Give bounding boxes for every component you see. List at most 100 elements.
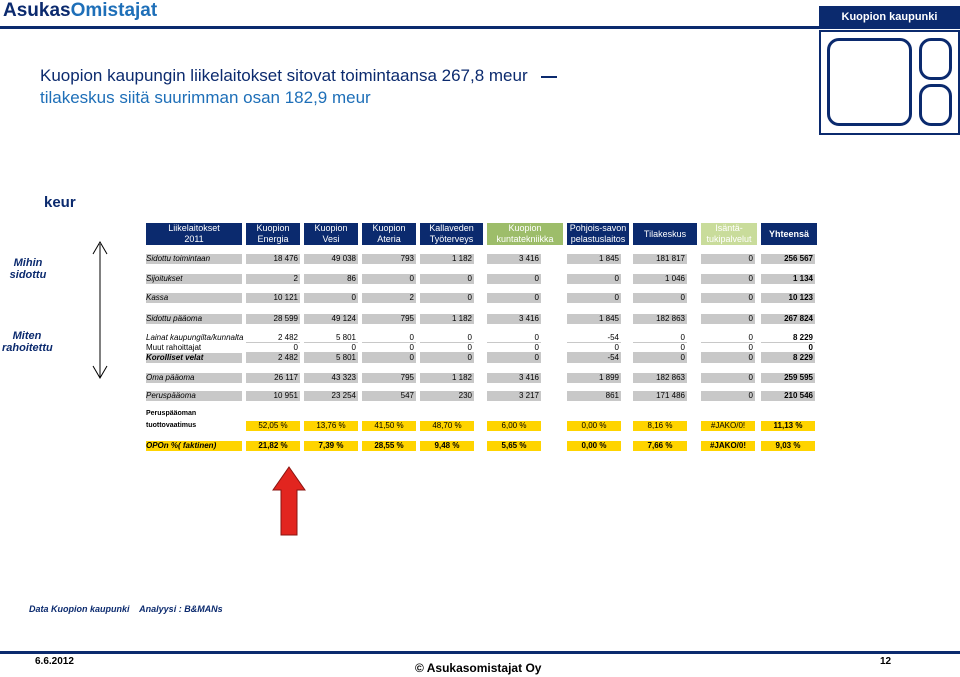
cell-tuotto-1: 13,76 % — [304, 421, 358, 431]
cell-kassa-0: 10 121 — [246, 293, 300, 303]
row-label-sidottu_toimintaan: Sidottu toimintaan — [146, 254, 211, 263]
cell-sidottu_toimintaan-6: 181 817 — [633, 254, 687, 264]
cell-sidottu_paaoma-6: 182 863 — [633, 314, 687, 324]
cell-korolliset-5: -54 — [567, 353, 621, 363]
cell-kassa-3: 0 — [420, 293, 474, 303]
cell-oma_paaoma-6: 182 863 — [633, 373, 687, 383]
col-header-yhteensa: Yhteensä — [761, 223, 817, 245]
cell-sidottu_paaoma-5: 1 845 — [567, 314, 621, 324]
cell-sidottu_paaoma-1: 49 124 — [304, 314, 358, 324]
cell-korolliset-0: 2 482 — [246, 353, 300, 363]
cell-sijoitukset-0: 2 — [246, 274, 300, 284]
cell-sidottu_toimintaan-1: 49 038 — [304, 254, 358, 264]
page-title-line2: tilakeskus siitä suurimman osan 182,9 me… — [40, 88, 371, 107]
cell-peruspaaoma-8: 210 546 — [761, 391, 815, 401]
cell-sidottu_toimintaan-2: 793 — [362, 254, 416, 264]
logo-graphic — [819, 30, 960, 135]
footer-divider — [0, 651, 960, 654]
row-label-kassa: Kassa — [146, 293, 169, 302]
cell-opon-4: 5,65 % — [487, 441, 541, 451]
logo-shape-bottom — [919, 84, 952, 126]
cell-sidottu_paaoma-3: 1 182 — [420, 314, 474, 324]
cell-lainat-4: 0 — [487, 333, 541, 343]
cell-kassa-4: 0 — [487, 293, 541, 303]
row-label-oma_paaoma: Oma pääoma — [146, 373, 195, 382]
cell-muut-3: 0 — [420, 343, 474, 353]
unit-label: keur — [44, 194, 76, 211]
row-label-muut: Muut rahoittajat — [146, 343, 202, 352]
cell-lainat-8: 8 229 — [761, 333, 815, 343]
cell-muut-2: 0 — [362, 343, 416, 353]
cell-peruspaaoma-3: 230 — [420, 391, 474, 401]
cell-oma_paaoma-2: 795 — [362, 373, 416, 383]
cell-tuotto-8: 11,13 % — [761, 421, 815, 431]
side-label-mihin: Mihin sidottu — [9, 257, 47, 281]
cell-lainat-6: 0 — [633, 333, 687, 343]
red-up-arrow-icon — [272, 466, 306, 536]
cell-korolliset-3: 0 — [420, 353, 474, 363]
cell-oma_paaoma-1: 43 323 — [304, 373, 358, 383]
cell-peruspaaoma-1: 23 254 — [304, 391, 358, 401]
cell-peruspaaoma-4: 3 217 — [487, 391, 541, 401]
cell-sidottu_toimintaan-4: 3 416 — [487, 254, 541, 264]
col-header-tilakeskus: Tilakeskus — [633, 223, 697, 245]
cell-oma_paaoma-8: 259 595 — [761, 373, 815, 383]
page-number: 12 — [880, 656, 892, 667]
cell-oma_paaoma-5: 1 899 — [567, 373, 621, 383]
cell-tuotto-3: 48,70 % — [420, 421, 474, 431]
footer-copyright: © Asukasomistajat Oy — [415, 661, 542, 675]
cell-opon-1: 7,39 % — [304, 441, 358, 451]
col-header-energia: Kuopion Energia — [246, 223, 300, 245]
cell-korolliset-6: 0 — [633, 353, 687, 363]
double-arrow-icon — [92, 241, 108, 379]
row-label-bar — [146, 274, 242, 284]
cell-opon-8: 9,03 % — [761, 441, 815, 451]
cell-tuotto-6: 8,16 % — [633, 421, 687, 431]
col-header-kuntatekniikka: Kuopion kuntatekniikka — [487, 223, 563, 245]
row-label-tuotto-2: tuottovaatimus — [146, 422, 197, 429]
cell-oma_paaoma-4: 3 416 — [487, 373, 541, 383]
cell-sidottu_toimintaan-7: 0 — [701, 254, 755, 264]
col-header-vesi: Kuopion Vesi — [304, 223, 358, 245]
cell-muut-5: 0 — [567, 343, 621, 353]
col-header-pelastuslaitos: Pohjois-savon pelastuslaitos — [567, 223, 629, 245]
cell-sijoitukset-1: 86 — [304, 274, 358, 284]
cell-muut-6: 0 — [633, 343, 687, 353]
row-label-bar — [146, 373, 242, 383]
row-label-sijoitukset: Sijoitukset — [146, 274, 183, 283]
cell-peruspaaoma-5: 861 — [567, 391, 621, 401]
col-header-liikelaitokset: Liikelaitokset 2011 — [146, 223, 242, 245]
source-note: Data Kuopion kaupunki Analyysi : B&MANs — [29, 604, 223, 614]
cell-lainat-7: 0 — [701, 333, 755, 343]
city-label: Kuopion kaupunki — [819, 6, 960, 28]
cell-peruspaaoma-2: 547 — [362, 391, 416, 401]
cell-muut-1: 0 — [304, 343, 358, 353]
cell-oma_paaoma-0: 26 117 — [246, 373, 300, 383]
cell-kassa-1: 0 — [304, 293, 358, 303]
row-label-opon: OPOn %( faktinen) — [146, 441, 217, 450]
cell-sidottu_paaoma-4: 3 416 — [487, 314, 541, 324]
cell-muut-8: 0 — [761, 343, 815, 353]
row-label-peruspaaoma: Peruspääoma — [146, 391, 196, 400]
page-title-line1: Kuopion kaupungin liikelaitokset sitovat… — [40, 66, 528, 85]
cell-lainat-2: 0 — [362, 333, 416, 343]
cell-tuotto-4: 6,00 % — [487, 421, 541, 431]
cell-peruspaaoma-0: 10 951 — [246, 391, 300, 401]
cell-peruspaaoma-7: 0 — [701, 391, 755, 401]
cell-sijoitukset-8: 1 134 — [761, 274, 815, 284]
cell-sijoitukset-2: 0 — [362, 274, 416, 284]
cell-sidottu_toimintaan-8: 256 567 — [761, 254, 815, 264]
side-label-miten: Miten rahoitettu — [2, 330, 53, 354]
cell-lainat-5: -54 — [567, 333, 621, 343]
cell-peruspaaoma-6: 171 486 — [633, 391, 687, 401]
logo-shape-top — [919, 38, 952, 80]
row-label-bar — [146, 353, 242, 363]
cell-korolliset-4: 0 — [487, 353, 541, 363]
cell-opon-0: 21,82 % — [246, 441, 300, 451]
cell-oma_paaoma-7: 0 — [701, 373, 755, 383]
col-header-isanta: Isäntä-tukipalvelut — [701, 223, 757, 245]
cell-sidottu_toimintaan-5: 1 845 — [567, 254, 621, 264]
cell-sidottu_paaoma-0: 28 599 — [246, 314, 300, 324]
cell-sijoitukset-3: 0 — [420, 274, 474, 284]
cell-sijoitukset-7: 0 — [701, 274, 755, 284]
